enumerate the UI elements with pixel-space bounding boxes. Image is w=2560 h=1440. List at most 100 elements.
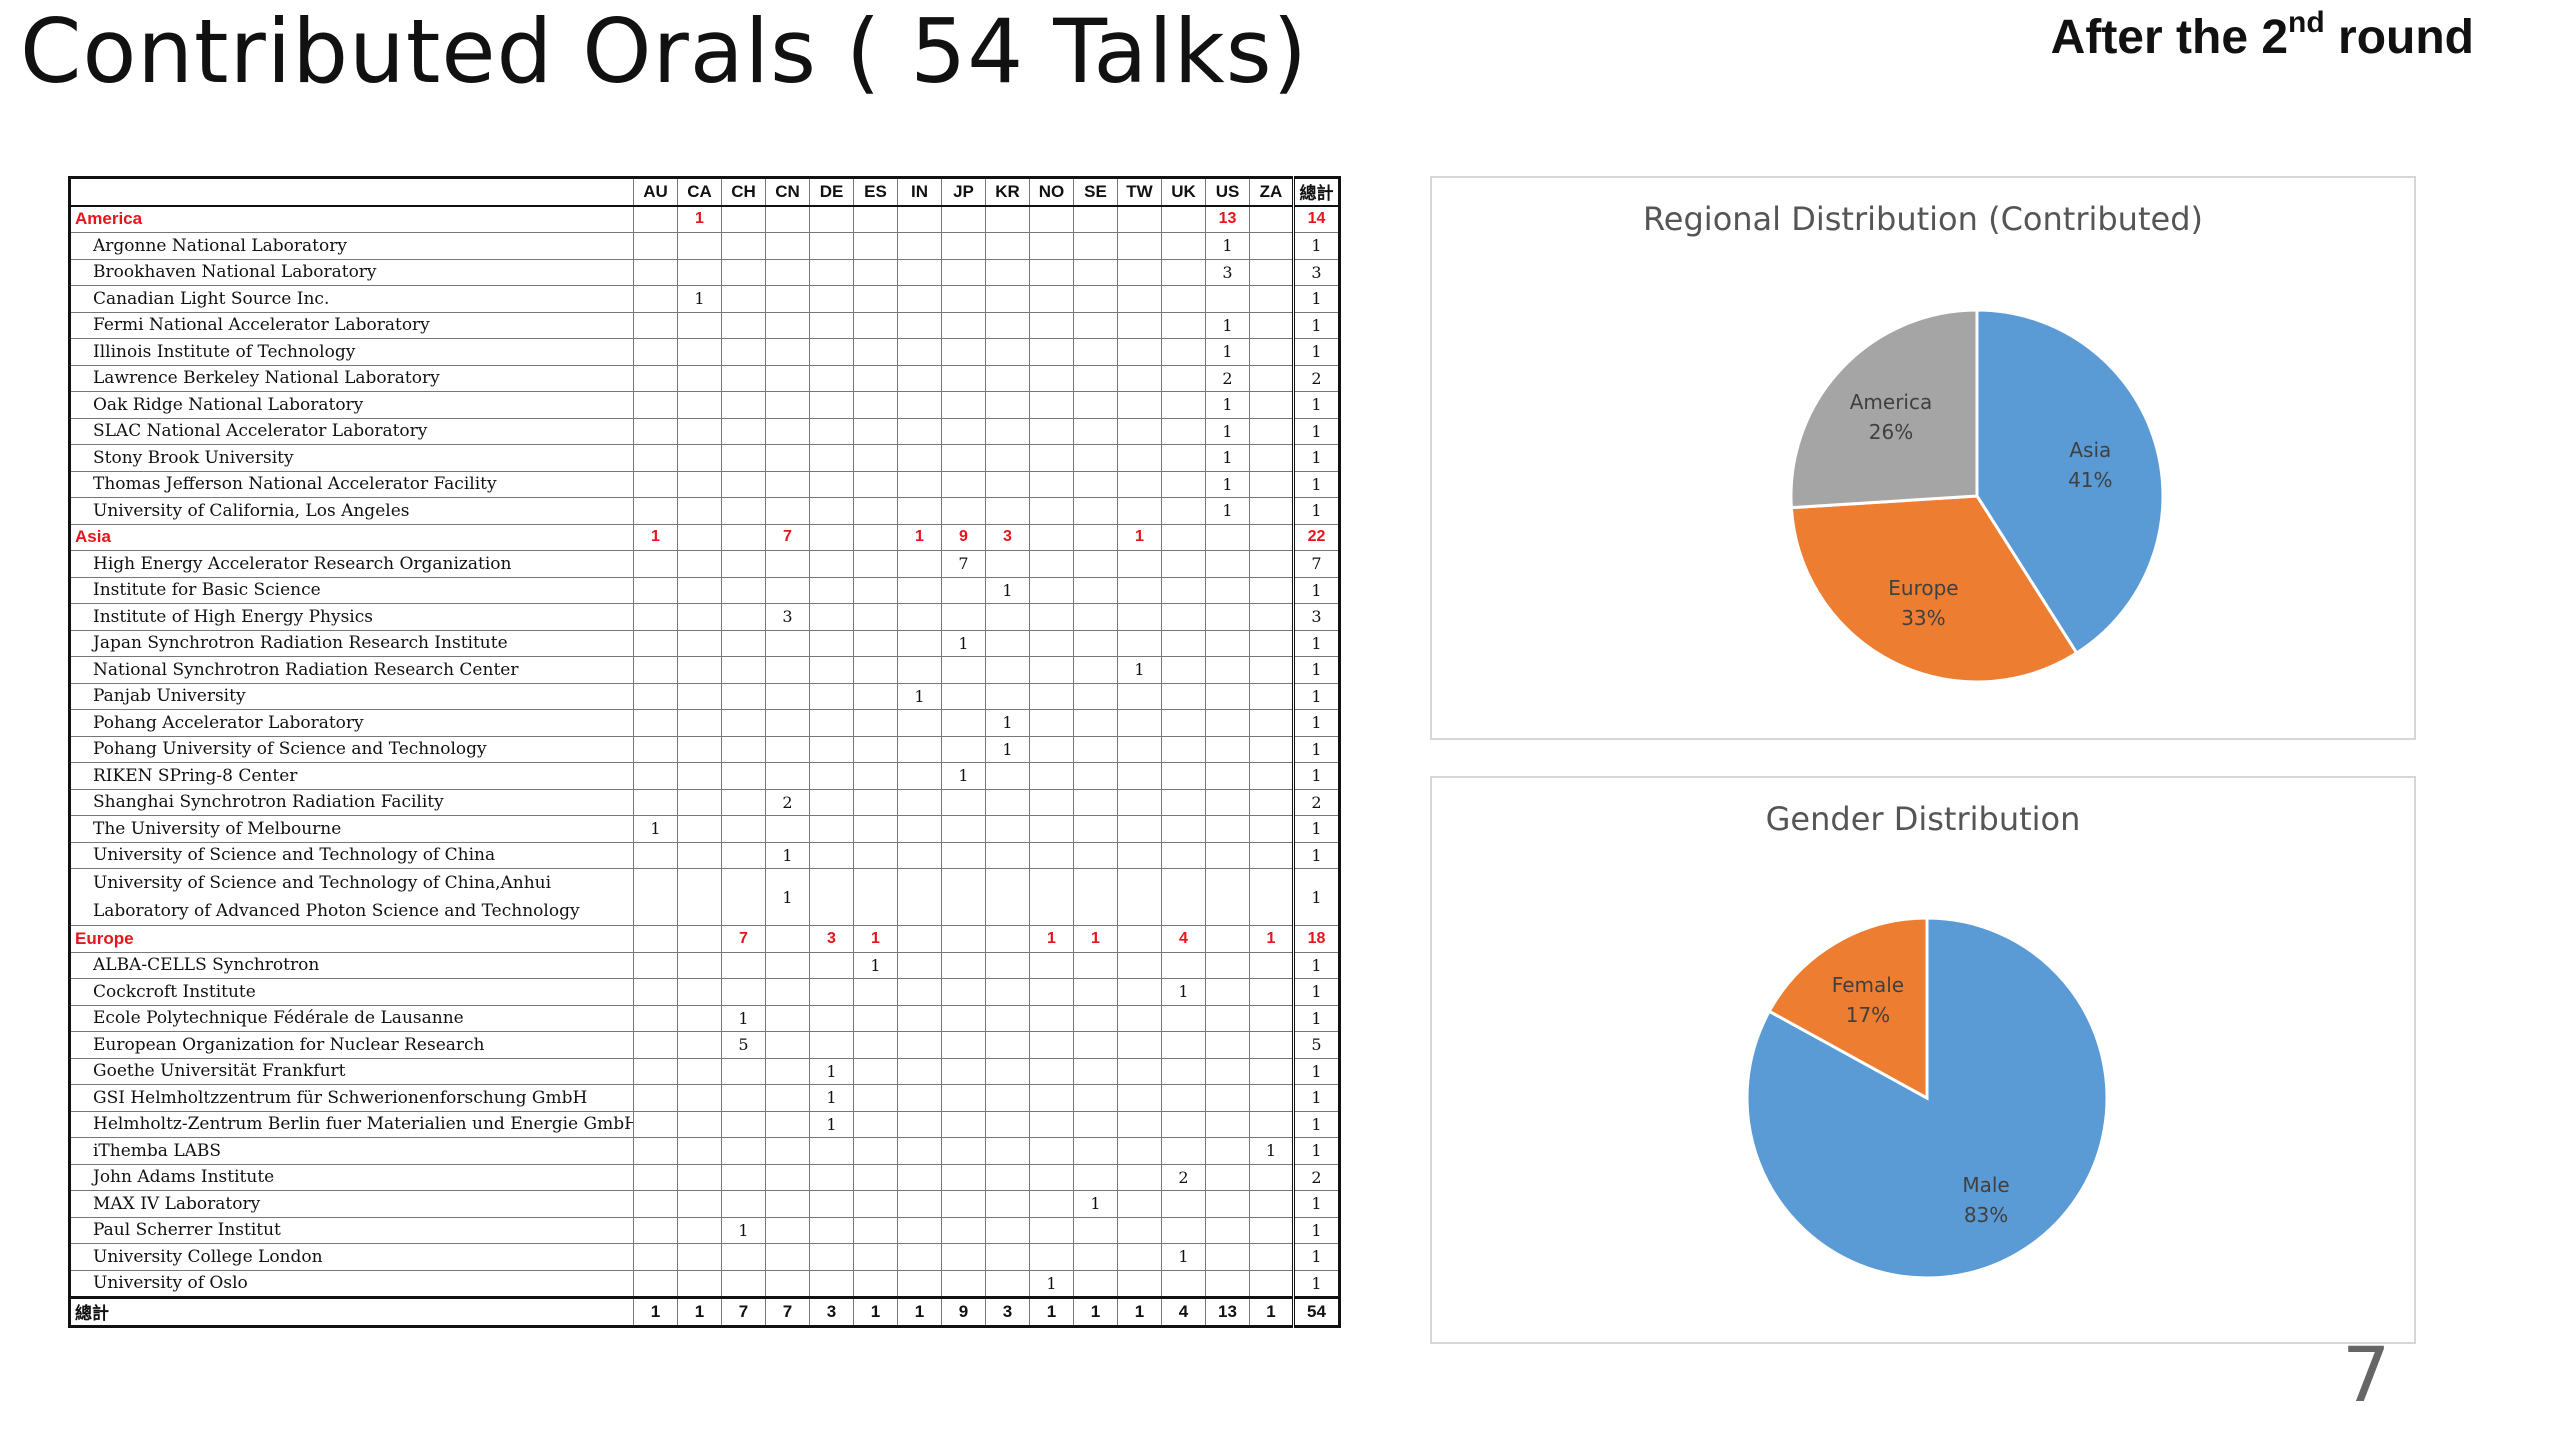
count-cell: 1 xyxy=(633,815,678,843)
count-cell xyxy=(985,1004,1030,1032)
institution-name: National Synchrotron Radiation Research … xyxy=(69,656,634,684)
count-cell xyxy=(765,1190,810,1218)
column-header-8: KR xyxy=(985,177,1030,207)
count-cell: 13 xyxy=(1205,1296,1250,1327)
count-cell xyxy=(985,311,1030,339)
count-cell xyxy=(721,629,766,657)
institution-name: Paul Scherrer Institut xyxy=(69,1216,634,1244)
count-cell xyxy=(721,868,766,926)
count-cell xyxy=(853,497,898,525)
count-cell xyxy=(1073,709,1118,737)
count-cell xyxy=(985,285,1030,313)
row-total-cell: 2 xyxy=(1292,364,1340,392)
column-header-6: IN xyxy=(897,177,942,207)
row-total-cell: 1 xyxy=(1292,951,1340,979)
count-cell xyxy=(897,444,942,472)
count-cell xyxy=(1117,232,1162,260)
row-total-cell: 1 xyxy=(1292,470,1340,498)
count-cell xyxy=(1073,391,1118,419)
count-cell xyxy=(1161,205,1206,233)
count-cell xyxy=(1029,1190,1074,1218)
count-cell xyxy=(1117,1137,1162,1165)
count-cell xyxy=(1073,285,1118,313)
count-cell xyxy=(1117,444,1162,472)
count-cell xyxy=(941,417,986,445)
count-cell xyxy=(897,1243,942,1271)
count-cell xyxy=(1205,788,1250,816)
count-cell xyxy=(941,1110,986,1138)
count-cell xyxy=(853,735,898,763)
group-name: Asia xyxy=(69,523,634,551)
count-cell xyxy=(721,709,766,737)
count-cell xyxy=(1161,232,1206,260)
row-total-cell: 14 xyxy=(1292,205,1340,233)
round-label-suffix: round xyxy=(2324,11,2474,64)
count-cell: 4 xyxy=(1161,925,1206,953)
count-cell xyxy=(721,603,766,631)
count-cell xyxy=(1161,1057,1206,1085)
count-cell xyxy=(1161,1216,1206,1244)
count-cell xyxy=(1161,1031,1206,1059)
count-cell xyxy=(721,762,766,790)
count-cell xyxy=(897,417,942,445)
count-cell xyxy=(897,470,942,498)
count-cell xyxy=(1205,868,1250,926)
count-cell xyxy=(853,523,898,551)
row-total-cell: 1 xyxy=(1292,1004,1340,1032)
count-cell xyxy=(1117,1031,1162,1059)
table-row: Lawrence Berkeley National Laboratory 2 2 xyxy=(69,364,1340,392)
table-row: University of California, Los Angeles 1 1 xyxy=(69,497,1340,525)
count-cell xyxy=(1029,978,1074,1006)
count-cell: 1 xyxy=(1205,444,1250,472)
count-cell: 1 xyxy=(853,925,898,953)
count-cell xyxy=(1249,1163,1294,1191)
count-cell xyxy=(897,338,942,366)
count-cell xyxy=(941,815,986,843)
group-row: Asia 1 7 1 9 3 1 22 xyxy=(69,523,1340,551)
count-cell xyxy=(633,258,678,286)
count-cell xyxy=(941,497,986,525)
count-cell xyxy=(1029,762,1074,790)
count-cell xyxy=(677,391,722,419)
count-cell: 1 xyxy=(1117,523,1162,551)
count-cell xyxy=(1117,951,1162,979)
count-cell xyxy=(853,364,898,392)
count-cell xyxy=(897,364,942,392)
count-cell: 2 xyxy=(765,788,810,816)
count-cell xyxy=(897,258,942,286)
count-cell xyxy=(633,868,678,926)
count-cell xyxy=(765,709,810,737)
count-cell xyxy=(809,1216,854,1244)
row-total-cell: 22 xyxy=(1292,523,1340,551)
count-cell xyxy=(985,391,1030,419)
row-total-cell: 7 xyxy=(1292,550,1340,578)
count-cell xyxy=(677,978,722,1006)
count-cell xyxy=(765,815,810,843)
row-total-cell: 1 xyxy=(1292,656,1340,684)
institution-name: Shanghai Synchrotron Radiation Facility xyxy=(69,788,634,816)
count-cell xyxy=(1161,338,1206,366)
institution-name: University of Science and Technology of … xyxy=(69,841,634,869)
count-cell xyxy=(1205,1057,1250,1085)
count-cell xyxy=(765,925,810,953)
count-cell xyxy=(677,444,722,472)
count-cell xyxy=(1205,1004,1250,1032)
count-cell xyxy=(897,1190,942,1218)
slice-percent-asia: 41% xyxy=(2068,468,2112,492)
count-cell xyxy=(1117,1110,1162,1138)
row-total-cell: 1 xyxy=(1292,1084,1340,1112)
count-cell xyxy=(1249,682,1294,710)
count-cell xyxy=(1205,709,1250,737)
count-cell xyxy=(1249,603,1294,631)
count-cell: 1 xyxy=(677,1296,722,1327)
count-cell xyxy=(633,656,678,684)
count-cell xyxy=(721,1110,766,1138)
count-cell xyxy=(941,205,986,233)
table-row: MAX IV Laboratory 1 1 xyxy=(69,1190,1340,1218)
count-cell xyxy=(985,1137,1030,1165)
count-cell xyxy=(1029,1163,1074,1191)
count-cell xyxy=(1117,391,1162,419)
count-cell xyxy=(721,258,766,286)
count-cell xyxy=(721,1243,766,1271)
count-cell xyxy=(721,391,766,419)
